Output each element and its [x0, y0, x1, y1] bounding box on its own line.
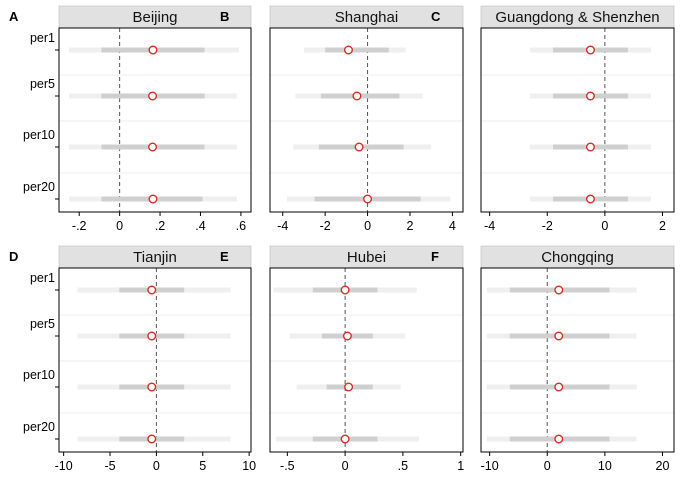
estimate-point [352, 91, 362, 101]
row-label: per10 [23, 368, 55, 382]
x-tick-label: .6 [236, 219, 246, 233]
row-label: per20 [23, 420, 55, 434]
plot-frame [480, 267, 675, 453]
panel-letter: E [220, 249, 229, 264]
estimate-point [363, 194, 373, 204]
x-tick-label: 0 [116, 219, 123, 233]
panel-letter: F [431, 249, 439, 264]
panel-beijing: A Beijing per1 per5 per10 per20 -.2 0 .2 .4 .6 [9, 5, 252, 233]
x-tick-label: 4 [449, 219, 456, 233]
plot-frame [480, 27, 675, 213]
x-tick-label: 0 [153, 459, 160, 473]
x-tick-label: -2 [320, 219, 331, 233]
x-tick-label: -5 [104, 459, 115, 473]
estimate-point [148, 91, 158, 101]
panel-title: Beijing [132, 9, 177, 26]
x-tick-label: 2 [659, 219, 666, 233]
plot-frame [58, 27, 252, 213]
estimate-point [585, 91, 595, 101]
x-tick-label: 10 [598, 459, 612, 473]
x-tick-label: .5 [398, 459, 408, 473]
panel-title: Chongqing [541, 249, 614, 266]
x-tick-label: .2 [155, 219, 165, 233]
panel-letter: D [9, 249, 18, 264]
panel-title: Guangdong & Shenzhen [495, 9, 659, 26]
x-tick-label: -10 [55, 459, 73, 473]
x-tick-label: 1 [457, 459, 464, 473]
x-tick-label: 10 [242, 459, 256, 473]
x-tick-label: -.5 [280, 459, 295, 473]
estimate-point [148, 194, 158, 204]
panel-letter: B [220, 9, 229, 24]
x-tick-label: 0 [544, 459, 551, 473]
panel-title: Tianjin [133, 249, 177, 266]
estimate-point [554, 434, 564, 444]
estimate-point [554, 382, 564, 392]
x-tick-label: 20 [656, 459, 670, 473]
estimate-point [147, 285, 157, 295]
estimate-point [554, 331, 564, 341]
panel-guangdong-shenzhen: C Guangdong & Shenzhen -4 -2 0 2 [431, 5, 675, 233]
panel-chongqing: F Chongqing -10 0 10 20 [431, 245, 675, 473]
plot-frame [269, 267, 464, 453]
row-label: per10 [23, 128, 55, 142]
estimate-point [340, 285, 350, 295]
estimate-point [554, 285, 564, 295]
estimate-point [148, 142, 158, 152]
estimate-point [147, 331, 157, 341]
row-label: per20 [23, 180, 55, 194]
estimate-point [342, 331, 352, 341]
x-tick-label: 0 [364, 219, 371, 233]
estimate-point [148, 45, 158, 55]
row-label: per1 [30, 31, 55, 45]
x-tick-label: .4 [195, 219, 205, 233]
row-label: per5 [30, 77, 55, 91]
estimate-point [354, 142, 364, 152]
estimate-point [147, 382, 157, 392]
panel-hubei: E Hubei -.5 0 .5 1 [220, 245, 464, 473]
panel-title: Hubei [347, 249, 386, 266]
estimate-point [585, 194, 595, 204]
panel-letter: A [9, 9, 19, 24]
estimate-point [340, 434, 350, 444]
estimate-point [343, 45, 353, 55]
estimate-point [147, 434, 157, 444]
x-tick-label: -2 [542, 219, 553, 233]
x-tick-label: -.2 [72, 219, 87, 233]
x-tick-label: -10 [481, 459, 499, 473]
panel-title: Shanghai [335, 9, 398, 26]
plot-frame [58, 267, 252, 453]
plot-frame [269, 27, 464, 213]
estimate-point [585, 142, 595, 152]
estimate-point [585, 45, 595, 55]
estimate-point [344, 382, 354, 392]
x-tick-label: 2 [407, 219, 414, 233]
row-label: per1 [30, 271, 55, 285]
x-tick-label: 0 [342, 459, 349, 473]
x-tick-label: 0 [601, 219, 608, 233]
panel-letter: C [431, 9, 441, 24]
panel-shanghai: B Shanghai -4 -2 0 2 4 [220, 5, 464, 233]
panel-tianjin: D Tianjin per1 per5 per10 per20 -10 -5 0 5 10 [9, 245, 256, 473]
x-tick-label: -4 [484, 219, 495, 233]
row-label: per5 [30, 317, 55, 331]
x-tick-label: -4 [277, 219, 288, 233]
x-tick-label: 5 [199, 459, 206, 473]
